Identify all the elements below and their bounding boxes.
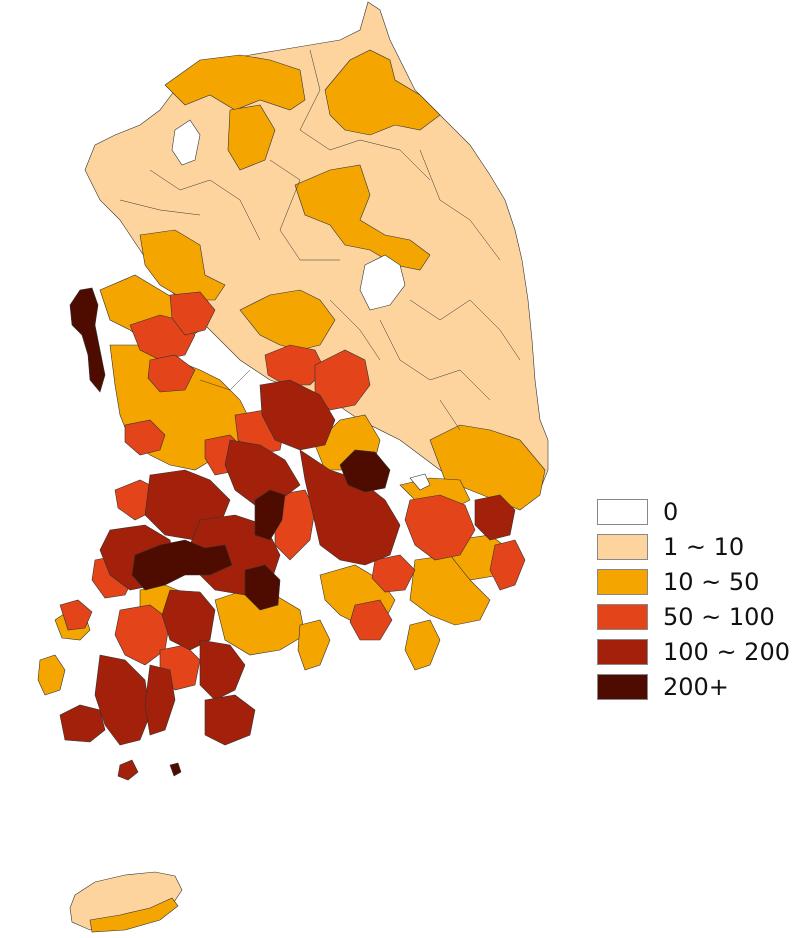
region — [124, 419, 166, 456]
region — [171, 119, 201, 166]
legend-swatch — [597, 674, 648, 700]
regions-50-100 — [59, 291, 526, 691]
legend-label: 100 ~ 200 — [663, 638, 790, 666]
region — [227, 104, 276, 171]
legend-label: 0 — [663, 498, 679, 526]
legend-swatch — [597, 499, 648, 525]
region — [474, 494, 516, 541]
region — [204, 694, 256, 746]
region — [259, 379, 336, 451]
region — [244, 564, 281, 611]
region — [297, 619, 331, 671]
region — [144, 664, 176, 736]
region — [239, 289, 336, 351]
region — [199, 639, 246, 701]
region — [59, 704, 106, 743]
legend-label: 1 ~ 10 — [663, 533, 745, 561]
region — [409, 473, 431, 491]
region — [324, 49, 441, 136]
region — [117, 759, 139, 781]
region — [131, 539, 233, 591]
legend-swatch — [597, 534, 648, 560]
region — [254, 489, 286, 541]
legend-label: 200+ — [663, 673, 729, 701]
region — [404, 494, 476, 561]
legend-label: 50 ~ 100 — [663, 603, 775, 631]
boundary-lines — [119, 49, 521, 431]
region — [37, 654, 66, 696]
region — [404, 619, 441, 671]
regions-zero — [171, 119, 431, 491]
region — [371, 554, 416, 593]
legend-swatch — [597, 604, 648, 630]
region — [339, 449, 391, 493]
region — [114, 604, 171, 666]
region — [489, 539, 526, 591]
region — [94, 654, 151, 746]
region — [359, 254, 406, 311]
region — [409, 554, 491, 626]
region — [169, 762, 182, 777]
region — [69, 287, 106, 393]
region — [294, 164, 431, 271]
landmass — [69, 1, 549, 933]
region — [139, 229, 226, 301]
region — [59, 599, 93, 631]
legend-swatch — [597, 639, 648, 665]
region — [349, 599, 393, 641]
region — [147, 354, 196, 393]
regions-200-plus — [69, 287, 391, 777]
region-jeju-south — [89, 897, 179, 933]
region — [169, 291, 216, 336]
region — [164, 54, 306, 111]
legend-label: 10 ~ 50 — [663, 568, 760, 596]
legend-swatch — [597, 569, 648, 595]
